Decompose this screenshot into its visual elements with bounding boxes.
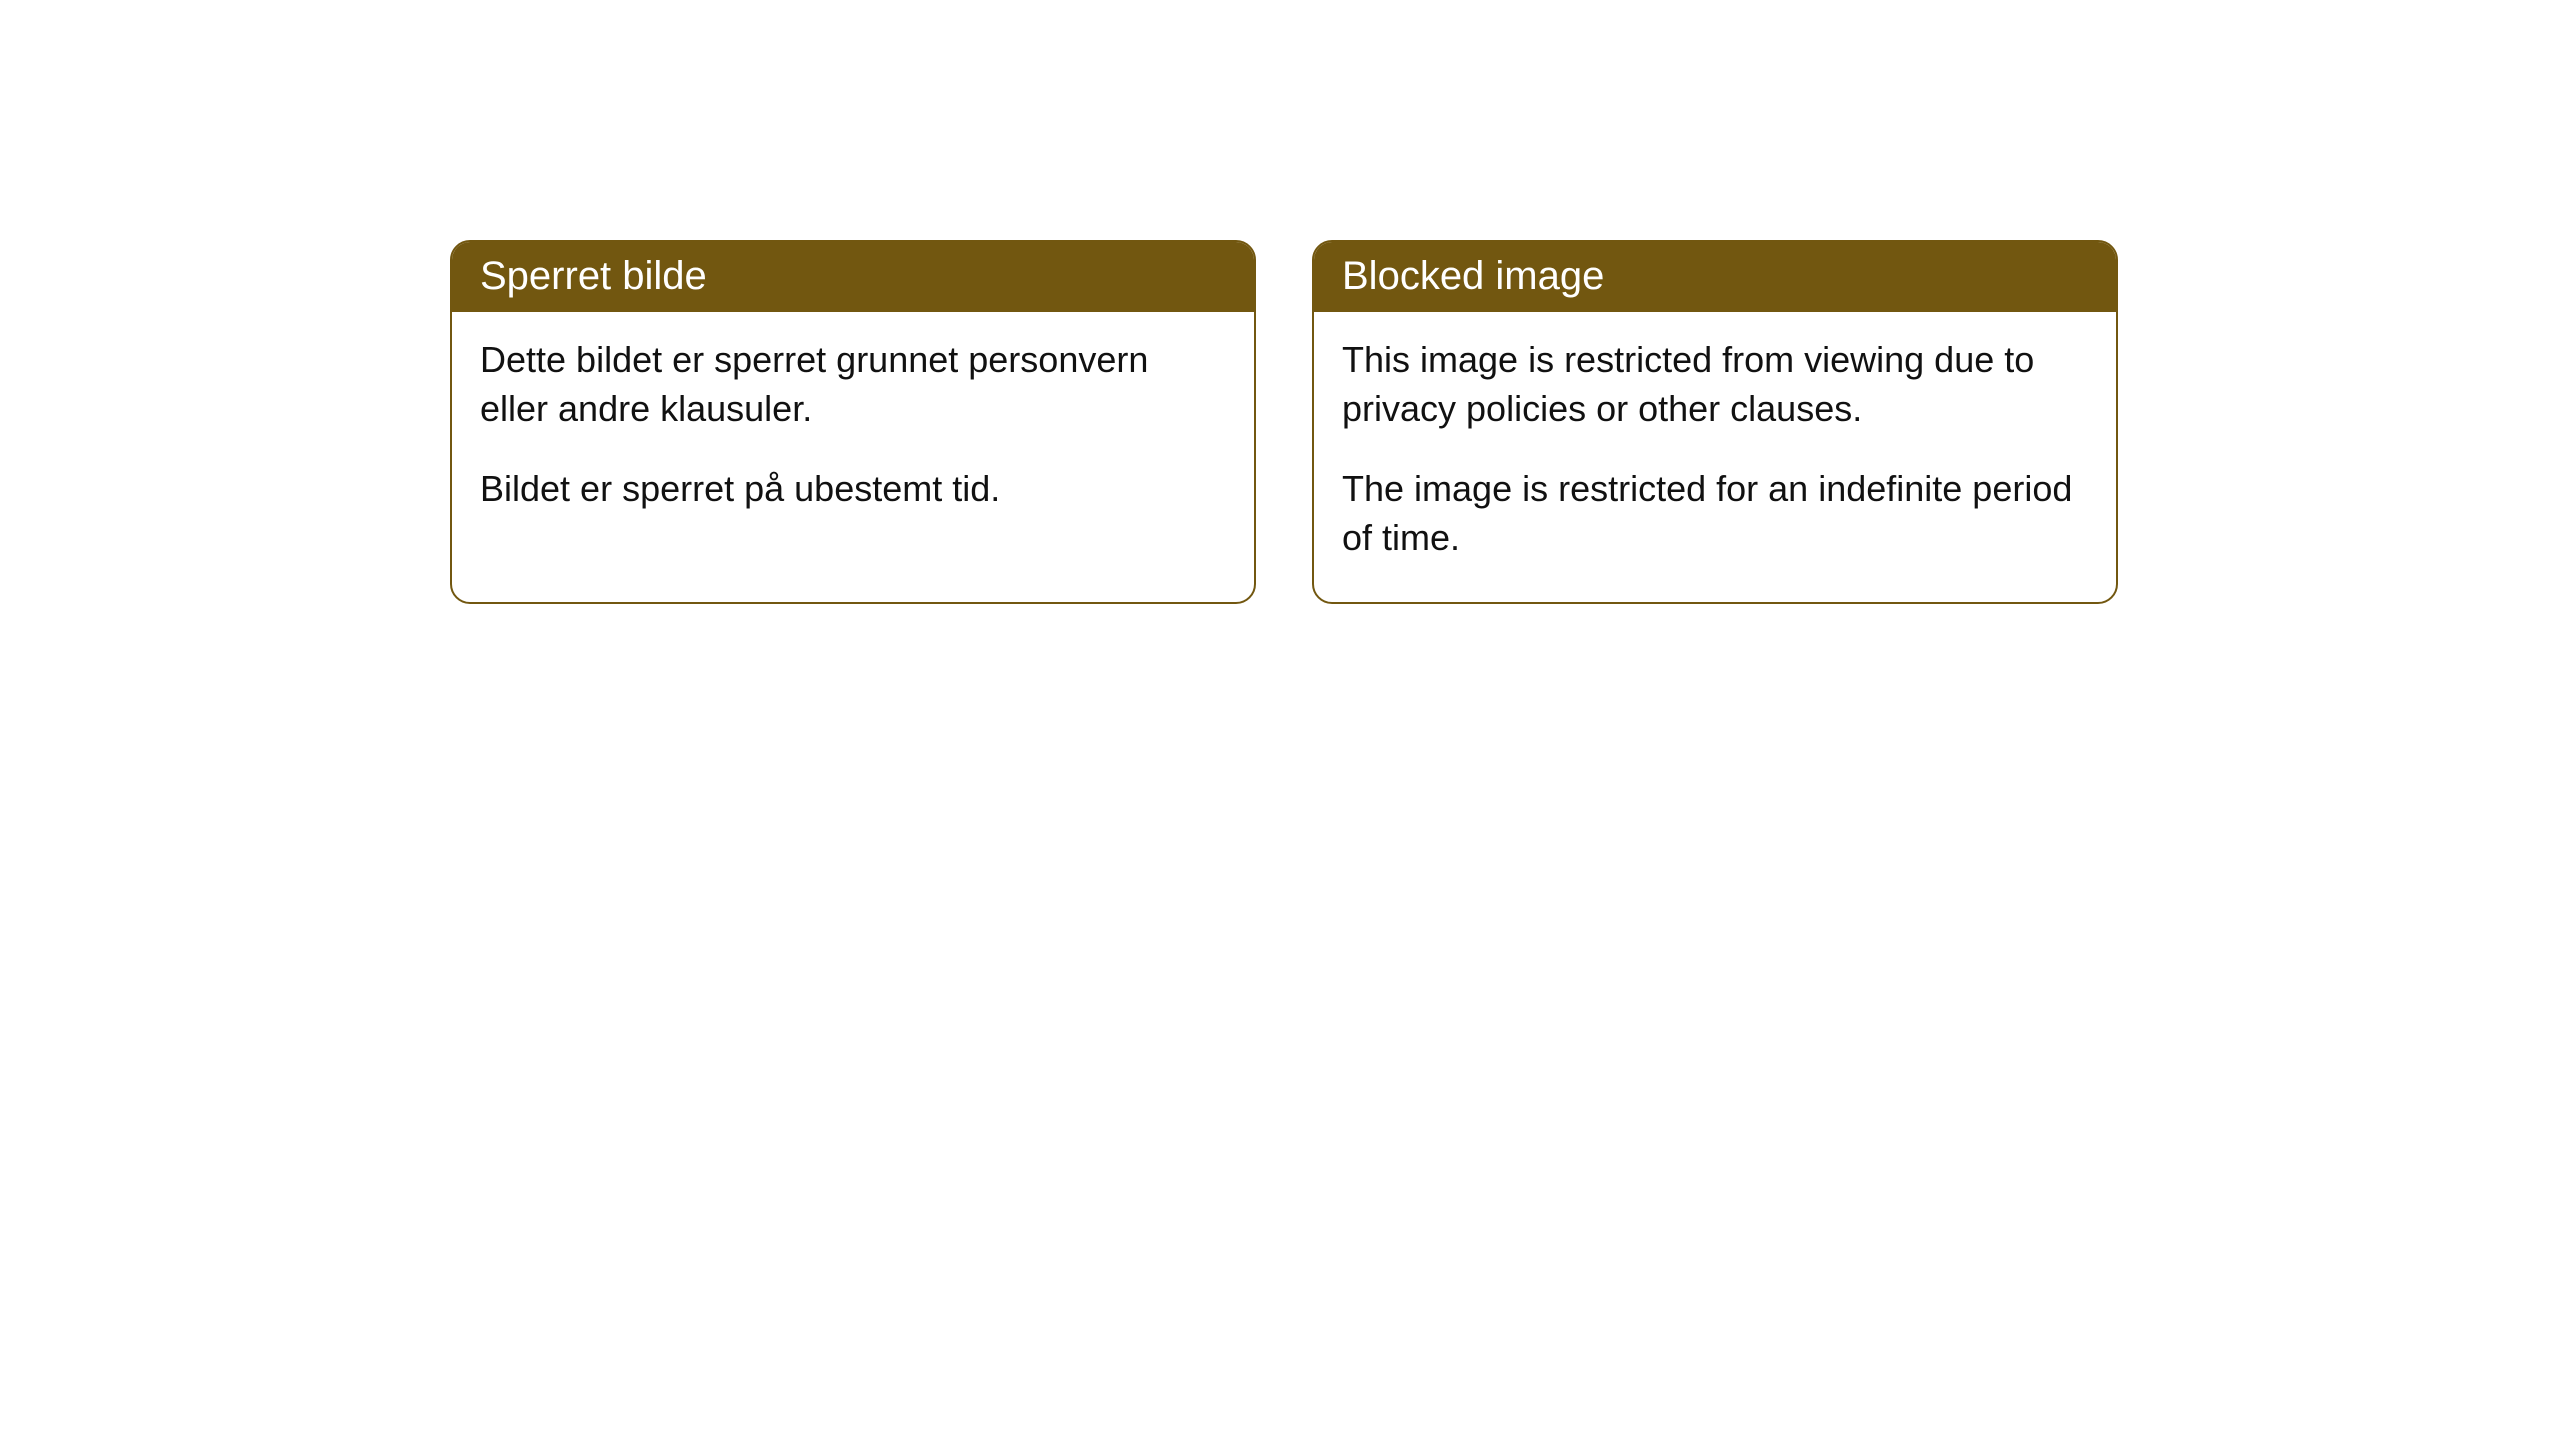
- blocked-image-card-norwegian: Sperret bilde Dette bildet er sperret gr…: [450, 240, 1256, 604]
- card-body: Dette bildet er sperret grunnet personve…: [452, 312, 1254, 554]
- cards-container: Sperret bilde Dette bildet er sperret gr…: [450, 240, 2118, 604]
- card-paragraph: Bildet er sperret på ubestemt tid.: [480, 465, 1226, 514]
- card-paragraph: This image is restricted from viewing du…: [1342, 336, 2088, 433]
- card-paragraph: Dette bildet er sperret grunnet personve…: [480, 336, 1226, 433]
- card-header: Sperret bilde: [452, 242, 1254, 312]
- card-paragraph: The image is restricted for an indefinit…: [1342, 465, 2088, 562]
- card-body: This image is restricted from viewing du…: [1314, 312, 2116, 602]
- blocked-image-card-english: Blocked image This image is restricted f…: [1312, 240, 2118, 604]
- card-header: Blocked image: [1314, 242, 2116, 312]
